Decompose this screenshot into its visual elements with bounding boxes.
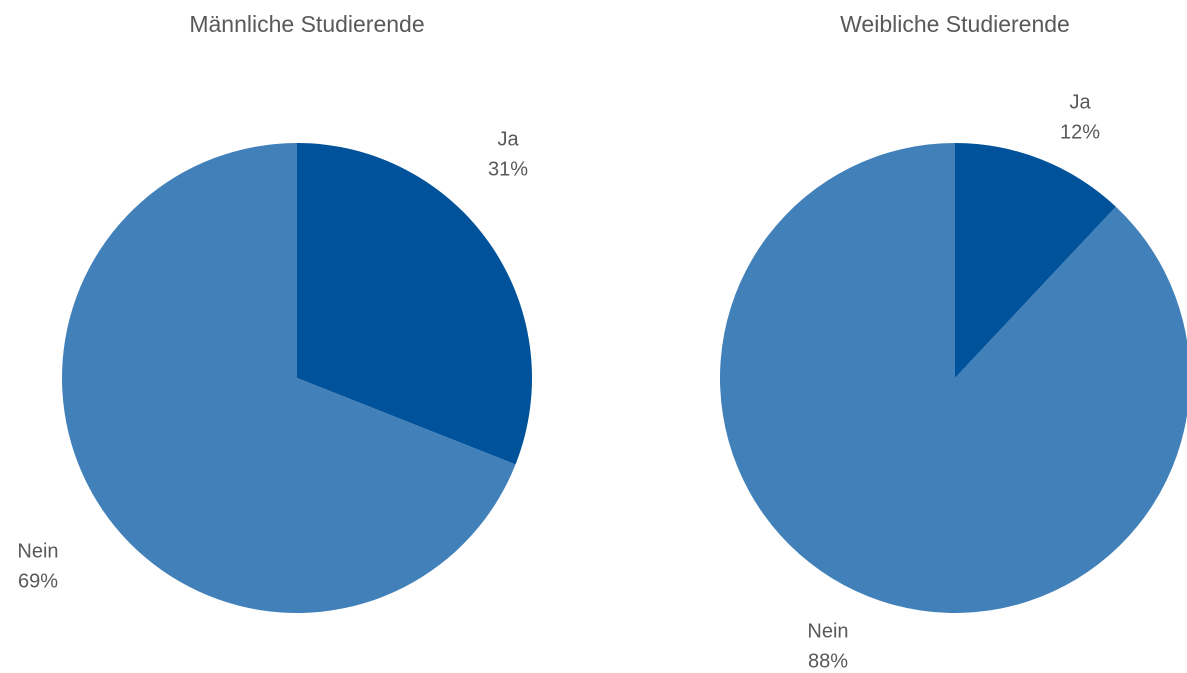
pie-slice <box>955 143 1116 378</box>
pie-chart: Weibliche Studierende Ja 12% Nein 88% <box>720 11 1187 672</box>
slice-value-label: 69% <box>18 570 58 592</box>
pie-slice <box>297 143 532 465</box>
slice-value-label: 12% <box>1060 121 1100 143</box>
slice-category-label: Ja <box>497 128 519 150</box>
pie-chart: Männliche Studierende Ja 31% Nein 69% <box>17 11 532 614</box>
pie-slice <box>720 143 1187 613</box>
chart-title: Männliche Studierende <box>189 11 424 37</box>
slice-category-label: Nein <box>17 540 58 562</box>
slice-category-label: Nein <box>807 620 848 642</box>
slice-value-label: 31% <box>488 158 528 180</box>
slice-value-label: 88% <box>808 650 848 672</box>
slice-category-label: Ja <box>1069 91 1091 113</box>
pie-slice <box>62 143 516 614</box>
chart-title: Weibliche Studierende <box>840 11 1070 37</box>
